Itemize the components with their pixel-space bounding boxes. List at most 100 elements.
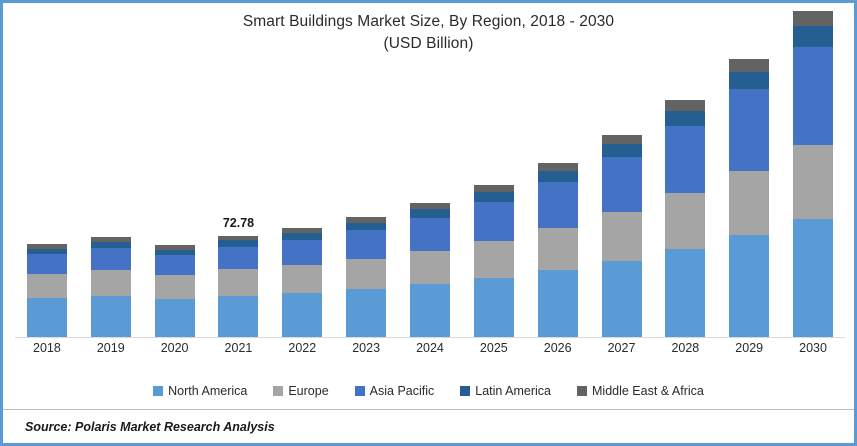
bar-slot bbox=[398, 73, 462, 337]
legend-item[interactable]: Middle East & Africa bbox=[577, 384, 704, 398]
bar-segment[interactable] bbox=[90, 247, 131, 271]
x-axis-tick: 2028 bbox=[671, 341, 700, 355]
bar-segment[interactable] bbox=[601, 260, 642, 337]
bar-segment[interactable] bbox=[601, 212, 642, 261]
bar-segment[interactable] bbox=[537, 170, 578, 183]
bar-segment[interactable] bbox=[601, 134, 642, 144]
bar-segment[interactable] bbox=[154, 275, 195, 300]
bar-segment[interactable] bbox=[26, 244, 67, 249]
bar-segment[interactable] bbox=[665, 110, 706, 127]
bar-segment[interactable] bbox=[729, 59, 770, 72]
bar-segment[interactable] bbox=[729, 170, 770, 235]
bar-segment[interactable] bbox=[665, 248, 706, 337]
bar-segment[interactable] bbox=[282, 228, 323, 233]
bar-segment[interactable] bbox=[793, 144, 834, 219]
bar-segment[interactable] bbox=[473, 240, 514, 278]
bar-segment[interactable] bbox=[90, 237, 131, 242]
x-axis-labels: 2018 2019 2020 2021 2022 2023 2024 2025 2026 2027… bbox=[15, 341, 845, 355]
x-axis-line bbox=[15, 337, 845, 338]
bar-segment[interactable] bbox=[26, 248, 67, 255]
stacked-bar[interactable] bbox=[793, 11, 834, 337]
bar-segment[interactable] bbox=[154, 299, 195, 337]
stacked-bar[interactable] bbox=[729, 59, 770, 337]
stacked-bar[interactable] bbox=[26, 244, 67, 337]
bar-segment[interactable] bbox=[26, 254, 67, 275]
bar-segment[interactable] bbox=[793, 25, 834, 47]
legend-item[interactable]: Latin America bbox=[460, 384, 551, 398]
bar-segment[interactable] bbox=[729, 71, 770, 90]
bar-segment[interactable] bbox=[90, 270, 131, 297]
bar-segment[interactable] bbox=[473, 185, 514, 193]
bar-segment[interactable] bbox=[729, 89, 770, 171]
bar-segment[interactable] bbox=[793, 218, 834, 337]
legend-swatch-icon bbox=[577, 386, 587, 396]
bar-segment[interactable] bbox=[154, 245, 195, 250]
bar-segment[interactable] bbox=[154, 249, 195, 256]
bar-segment[interactable] bbox=[346, 230, 387, 259]
legend-swatch-icon bbox=[354, 386, 365, 396]
bar-segment[interactable] bbox=[537, 270, 578, 337]
bar-segment[interactable] bbox=[665, 100, 706, 111]
bar-segment[interactable] bbox=[409, 250, 450, 285]
bar-segment[interactable] bbox=[218, 246, 259, 270]
bar-segment[interactable] bbox=[154, 255, 195, 276]
bar-slot bbox=[590, 73, 654, 337]
stacked-bar[interactable] bbox=[409, 203, 450, 337]
stacked-bar[interactable] bbox=[537, 163, 578, 337]
bar-segment[interactable] bbox=[282, 292, 323, 337]
bar-segment[interactable] bbox=[409, 203, 450, 210]
bar-segment[interactable] bbox=[90, 241, 131, 248]
bar-segment[interactable] bbox=[473, 192, 514, 202]
bar-segment[interactable] bbox=[537, 182, 578, 229]
bar-segment[interactable] bbox=[282, 239, 323, 266]
bar-segment[interactable] bbox=[346, 289, 387, 337]
legend-item[interactable]: Asia Pacific bbox=[354, 384, 435, 398]
bar-segment[interactable] bbox=[346, 217, 387, 223]
bar-segment[interactable] bbox=[665, 126, 706, 194]
bar-segment[interactable] bbox=[218, 235, 259, 241]
stacked-bar[interactable] bbox=[218, 235, 259, 337]
bar-segment[interactable] bbox=[409, 284, 450, 337]
bar-group: 72.78 bbox=[15, 11, 845, 337]
bar-segment[interactable] bbox=[218, 240, 259, 247]
stacked-bar[interactable] bbox=[90, 237, 131, 337]
stacked-bar[interactable] bbox=[601, 134, 642, 337]
bar-slot: 72.78 bbox=[207, 73, 271, 337]
bar-segment[interactable] bbox=[473, 201, 514, 241]
bar-segment[interactable] bbox=[409, 209, 450, 218]
legend-item-label: Latin America bbox=[475, 384, 551, 398]
plot-area: 72.78 bbox=[15, 11, 845, 338]
bar-segment[interactable] bbox=[537, 163, 578, 171]
stacked-bar[interactable] bbox=[473, 185, 514, 337]
legend-item[interactable]: North America bbox=[153, 384, 247, 398]
bar-segment[interactable] bbox=[346, 222, 387, 231]
bar-segment[interactable] bbox=[26, 274, 67, 299]
bar-segment[interactable] bbox=[473, 277, 514, 337]
bar-segment[interactable] bbox=[537, 228, 578, 271]
legend-item[interactable]: Europe bbox=[273, 384, 329, 398]
bar-segment[interactable] bbox=[26, 298, 67, 337]
bar-segment[interactable] bbox=[282, 265, 323, 293]
legend-item-label: Asia Pacific bbox=[369, 384, 435, 398]
bar-segment[interactable] bbox=[729, 234, 770, 337]
stacked-bar[interactable] bbox=[154, 245, 195, 337]
bar-segment[interactable] bbox=[665, 193, 706, 249]
bar-segment[interactable] bbox=[282, 232, 323, 240]
bar-segment[interactable] bbox=[218, 295, 259, 337]
bar-slot bbox=[526, 73, 590, 337]
bar-segment[interactable] bbox=[793, 46, 834, 145]
bar-segment[interactable] bbox=[218, 269, 259, 296]
bar-segment[interactable] bbox=[90, 296, 131, 337]
stacked-bar[interactable] bbox=[282, 228, 323, 337]
bar-segment[interactable] bbox=[601, 156, 642, 213]
bar-segment[interactable] bbox=[409, 217, 450, 251]
chart-title: Smart Buildings Market Size, By Region, … bbox=[242, 13, 615, 30]
stacked-bar[interactable] bbox=[665, 100, 706, 337]
bar-segment[interactable] bbox=[793, 11, 834, 26]
stacked-bar[interactable] bbox=[346, 217, 387, 337]
legend-item-label: Europe bbox=[288, 384, 329, 398]
bar-slot bbox=[717, 59, 781, 337]
x-axis-tick: 2019 bbox=[96, 341, 125, 355]
bar-segment[interactable] bbox=[346, 258, 387, 290]
bar-segment[interactable] bbox=[601, 143, 642, 157]
